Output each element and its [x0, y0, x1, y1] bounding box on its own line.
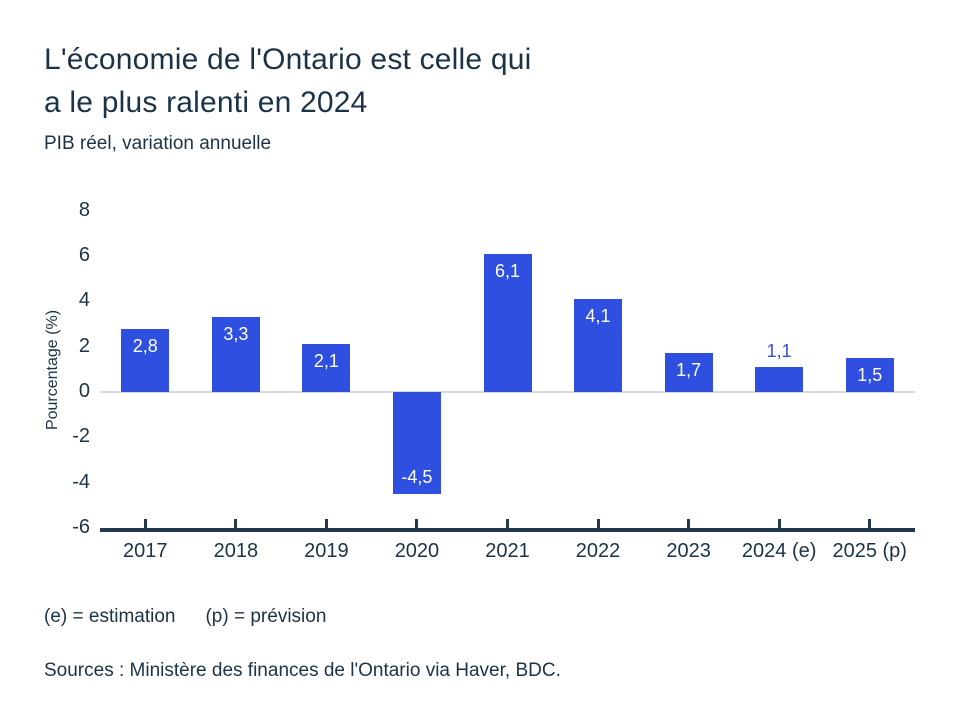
- x-axis-tick: [506, 519, 509, 528]
- bar-2022: [574, 299, 623, 392]
- bar-2020: [392, 392, 441, 494]
- bar-2017: [121, 328, 170, 392]
- x-axis-tick: [687, 519, 691, 528]
- bar-value-label: 2,1: [313, 351, 339, 372]
- y-tick-label: -6: [72, 516, 90, 538]
- bar-2023: [664, 353, 713, 392]
- y-tick-label: -2: [72, 425, 90, 448]
- bar-2021: [483, 253, 532, 392]
- y-tick-label: -4: [72, 470, 90, 493]
- sources: Sources : Ministère des finances de l'On…: [44, 660, 561, 681]
- bar-value-label: 4,1: [585, 306, 611, 327]
- x-tick-label: 2024 (e): [741, 540, 817, 562]
- footnote-estimation: (e) = estimation: [44, 606, 176, 627]
- chart-title-line2: a le plus ralenti en 2024: [44, 86, 368, 119]
- y-tick-label: 2: [78, 334, 90, 357]
- x-axis-tick: [777, 519, 781, 528]
- footnote-prevision: (p) = prévision: [205, 606, 327, 627]
- x-tick-label: 2017: [123, 540, 168, 562]
- y-axis-title: Pourcentage (%): [44, 309, 61, 431]
- footnote: (e) = estimation (p) = prévision: [44, 606, 326, 628]
- y-tick-label: 6: [78, 243, 90, 266]
- bar-2024 (e): [755, 367, 804, 392]
- x-tick-label: 2018: [213, 540, 259, 562]
- bar-2025 (p): [845, 357, 894, 392]
- bar-value-label: 1,1: [766, 341, 792, 362]
- x-axis-line: [100, 528, 915, 532]
- x-tick-label: 2019: [304, 540, 349, 562]
- chart-subtitle: PIB réel, variation annuelle: [44, 133, 272, 154]
- x-tick-label: 2020: [394, 540, 440, 562]
- bar-value-label: 1,7: [676, 360, 702, 381]
- x-axis-tick: [868, 519, 872, 528]
- x-tick-label: 2025 (p): [832, 540, 907, 562]
- x-axis-tick: [324, 519, 328, 528]
- bar-value-label: -4,5: [401, 467, 433, 487]
- chart-title: L'économie de l'Ontario est celle qui a …: [44, 38, 531, 124]
- bar-2019: [302, 344, 351, 392]
- x-axis-tick: [143, 519, 147, 528]
- bar-2018: [211, 317, 260, 392]
- y-tick-label: 8: [78, 198, 90, 221]
- x-axis-tick: [234, 519, 238, 528]
- x-tick-label: 2023: [666, 540, 711, 562]
- zero-line: [100, 391, 915, 393]
- bar-value-label: 6,1: [494, 260, 521, 281]
- y-tick-label: 0: [78, 380, 90, 402]
- chart-title-line1: L'économie de l'Ontario est celle qui: [44, 43, 532, 76]
- x-tick-label: 2022: [575, 540, 621, 562]
- x-tick-label: 2021: [485, 540, 530, 562]
- bar-value-label: 2,8: [132, 335, 158, 356]
- y-tick-label: 4: [78, 289, 90, 312]
- x-axis-tick: [415, 519, 419, 528]
- x-axis-tick: [596, 519, 600, 528]
- bar-value-label: 1,5: [857, 364, 883, 385]
- bar-value-label: 3,3: [223, 324, 249, 345]
